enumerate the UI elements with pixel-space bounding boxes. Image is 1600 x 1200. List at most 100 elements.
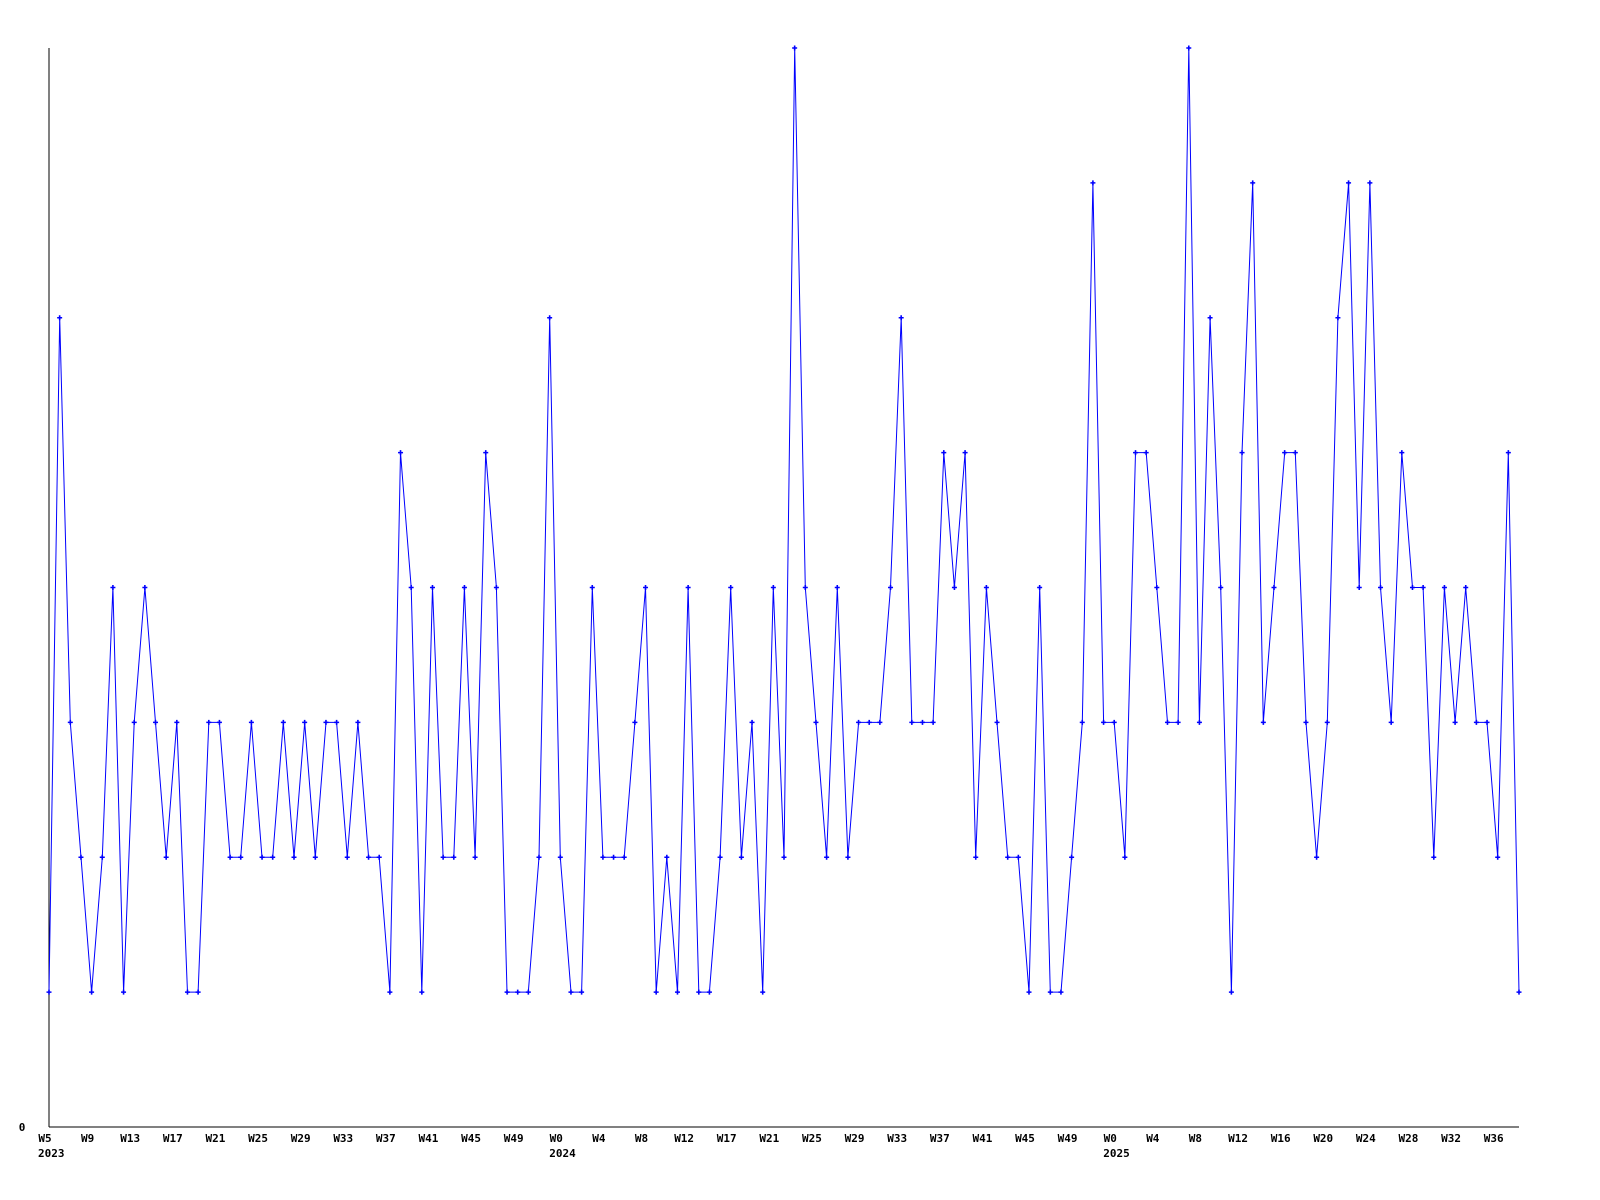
data-point [909,719,915,725]
x-tick-label: W8 [1189,1132,1202,1145]
data-point [1218,585,1224,590]
data-point [557,854,563,860]
data-point [1175,719,1181,725]
x-tick-label: W17 [163,1132,183,1145]
data-point [962,450,968,456]
x-tick-label: W25 [802,1132,822,1145]
data-point [440,854,446,860]
data-point [1441,585,1447,590]
x-tick-label: W17 [717,1132,737,1145]
x-tick-label: W41 [972,1132,992,1145]
data-point [312,854,318,860]
data-point [749,719,755,725]
data-point [706,989,712,995]
x-tick-label: W29 [845,1132,865,1145]
data-point [1452,719,1458,725]
data-point [323,719,329,725]
data-point [472,854,478,860]
data-point [877,719,883,725]
data-point [1324,719,1330,725]
x-tick-label: W41 [419,1132,439,1145]
data-point [664,854,670,860]
data-point [78,854,84,860]
data-point [366,854,372,860]
data-point [696,989,702,995]
x-tick-label: W16 [1271,1132,1291,1145]
data-point [898,315,904,321]
data-point [1356,585,1362,590]
data-point [1143,450,1149,456]
data-point [621,854,627,860]
data-point [238,854,244,860]
data-point [270,854,276,860]
data-point [813,719,819,725]
x-tick-label: W21 [205,1132,225,1145]
data-point [1516,989,1522,995]
data-point [1005,854,1011,860]
data-point [1399,450,1405,456]
x-tick-label: W20 [1313,1132,1333,1145]
data-point [973,854,979,860]
data-point [653,989,659,995]
data-point [888,585,894,590]
data-point [983,585,989,590]
data-point [1164,719,1170,725]
series-line [48,47,1520,993]
data-point [856,719,862,725]
year-label: 2025 [1103,1147,1130,1160]
x-tick-label: W13 [120,1132,140,1145]
data-point [600,854,606,860]
data-point [674,989,680,995]
data-point [334,719,340,725]
data-point [184,989,190,995]
data-point [845,854,851,860]
data-point [1303,719,1309,725]
data-point [504,989,510,995]
axes [48,48,1519,1128]
data-point [153,719,159,725]
x-tick-label: W5 [38,1132,51,1145]
data-point [770,585,776,590]
data-point [824,854,830,860]
data-point [1420,585,1426,590]
data-point [1409,585,1415,590]
data-point [1228,989,1234,995]
data-point [1196,719,1202,725]
data-point [919,719,925,725]
data-point [1186,45,1192,51]
data-point [781,854,787,860]
data-point [1271,585,1277,590]
data-point [163,854,169,860]
data-point [547,315,553,321]
data-point [1473,719,1479,725]
data-point [717,854,723,860]
data-point [1079,719,1085,725]
data-point [248,719,254,725]
data-point [493,585,499,590]
data-point [1250,180,1256,186]
x-tick-label: W49 [504,1132,524,1145]
data-point [515,989,521,995]
data-point [355,719,361,725]
x-tick-label: W32 [1441,1132,1461,1145]
x-tick-label: W37 [376,1132,396,1145]
data-point [525,989,531,995]
x-tick-label: W12 [674,1132,694,1145]
data-point [398,450,404,456]
data-point [632,719,638,725]
x-tick-label: W9 [81,1132,94,1145]
data-point [216,719,222,725]
data-point [1505,450,1511,456]
data-point [280,719,286,725]
data-point [802,585,808,590]
data-point [89,989,95,995]
data-point [579,989,585,995]
data-point [387,989,393,995]
data-point [1388,719,1394,725]
data-point [291,854,297,860]
data-point [1292,450,1298,456]
data-point [344,854,350,860]
data-point [589,585,595,590]
data-point [1282,450,1288,456]
x-tick-label: W29 [291,1132,311,1145]
